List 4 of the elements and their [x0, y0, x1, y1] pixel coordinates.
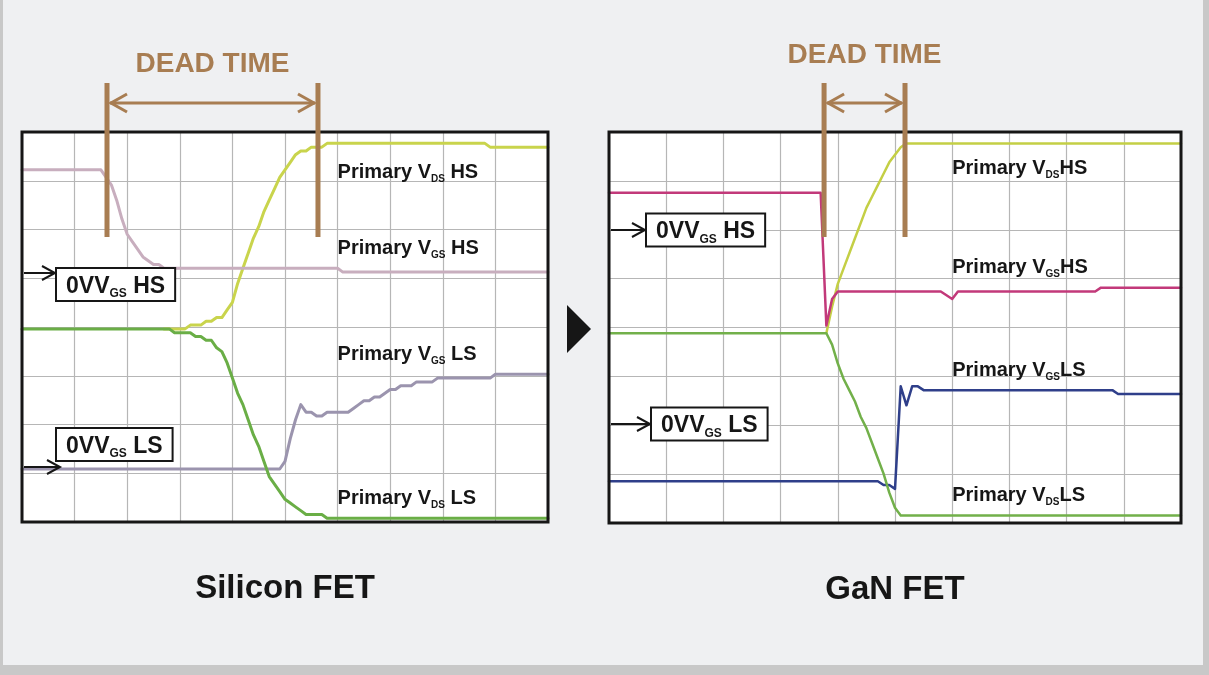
text: GaN FET [825, 568, 965, 606]
text: DEAD TIME [787, 37, 942, 69]
text: Silicon FET [195, 567, 375, 605]
text: DEAD TIME [135, 46, 290, 78]
